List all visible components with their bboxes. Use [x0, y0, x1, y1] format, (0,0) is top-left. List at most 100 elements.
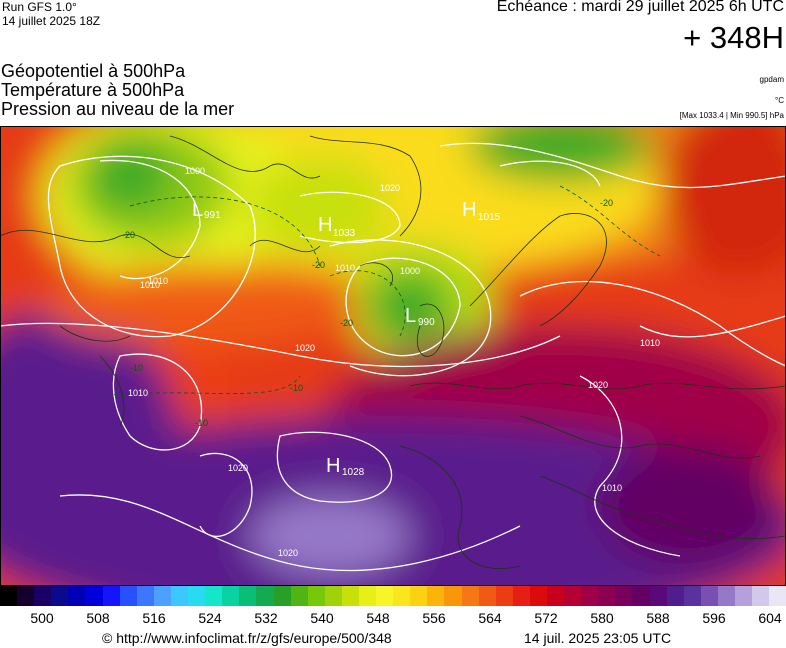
color-scale-tick-label: 556 — [422, 610, 445, 626]
color-swatch — [376, 586, 393, 606]
color-swatch — [34, 586, 51, 606]
color-swatch — [513, 586, 530, 606]
color-swatch — [120, 586, 137, 606]
color-scale-tick-label: 540 — [310, 610, 333, 626]
color-scale-tick-label: 564 — [478, 610, 501, 626]
unit-pressure: [Max 1033.4 | Min 990.5] hPa — [680, 111, 784, 120]
high-center-value: 1028 — [342, 467, 365, 478]
high-center-letter: H — [326, 455, 340, 477]
unit-geopotential: gpdam — [760, 75, 784, 84]
color-scale-tick-label: 532 — [254, 610, 277, 626]
color-swatch — [359, 586, 376, 606]
color-swatch — [598, 586, 615, 606]
source-link[interactable]: © http://www.infoclimat.fr/z/gfs/europe/… — [102, 630, 392, 646]
low-center-letter: L — [192, 199, 203, 221]
color-scale-tick-label: 508 — [86, 610, 109, 626]
title-pressure: Pression au niveau de la mer — [1, 100, 234, 119]
color-swatch — [325, 586, 342, 606]
color-swatch — [701, 586, 718, 606]
color-swatch — [444, 586, 461, 606]
color-swatch — [530, 586, 547, 606]
color-swatch — [239, 586, 256, 606]
color-scale-ticks: 500 508 516 524 532 540 548 556 564 572 580 588 596 6… — [0, 610, 786, 628]
color-swatch — [0, 586, 17, 606]
isobar-label: 1010 — [640, 338, 660, 348]
color-swatch — [615, 586, 632, 606]
high-center-value: 1033 — [333, 228, 356, 239]
temp-label: -20 — [312, 260, 325, 270]
color-swatch — [342, 586, 359, 606]
generated-time: 14 juil. 2025 23:05 UTC — [524, 630, 671, 646]
isobar-label: 1010 — [140, 280, 160, 290]
isobar-label: 1020 — [588, 380, 608, 390]
high-center-letter: H — [318, 214, 332, 236]
isobar-label: 1010 — [335, 263, 355, 273]
run-info: Run GFS 1.0° 14 juillet 2025 18Z — [2, 0, 100, 28]
color-swatch — [222, 586, 239, 606]
color-scale-tick-label: 604 — [758, 610, 781, 626]
color-scale-tick-label: 516 — [142, 610, 165, 626]
color-swatch — [752, 586, 769, 606]
color-swatch — [274, 586, 291, 606]
color-scale-tick-label: 580 — [590, 610, 613, 626]
color-swatch — [496, 586, 513, 606]
isobar-label: 1000 — [185, 166, 205, 176]
color-swatch — [85, 586, 102, 606]
color-swatch — [462, 586, 479, 606]
color-swatch — [667, 586, 684, 606]
low-center-letter: L — [405, 305, 416, 327]
color-scale-tick-label: 548 — [366, 610, 389, 626]
forecast-step: + 348H — [683, 20, 784, 56]
temp-label: -10 — [195, 418, 208, 428]
title-geopotential: Géopotentiel à 500hPa — [1, 62, 234, 81]
model-name: Run GFS 1.0° — [2, 0, 100, 14]
color-swatch — [479, 586, 496, 606]
run-date: 14 juillet 2025 18Z — [2, 14, 100, 28]
color-swatch — [51, 586, 68, 606]
color-swatch — [718, 586, 735, 606]
map-titles: Géopotentiel à 500hPa Température à 500h… — [1, 62, 234, 119]
isobar-label: 1020 — [278, 548, 298, 558]
color-swatch — [308, 586, 325, 606]
geopotential-field — [0, 126, 786, 586]
isobar-label: 1010 — [128, 388, 148, 398]
color-scale — [0, 586, 786, 606]
color-scale-tick-label: 524 — [198, 610, 221, 626]
weather-map: -20 -20 -20 -20 -10 -10 -10 1000 1010 10… — [0, 126, 786, 586]
color-swatch — [632, 586, 649, 606]
isobar-label: 1020 — [228, 463, 248, 473]
color-scale-tick-label: 596 — [702, 610, 725, 626]
color-swatch — [68, 586, 85, 606]
temp-label: -20 — [122, 230, 135, 240]
color-swatch — [171, 586, 188, 606]
temp-label: -20 — [600, 198, 613, 208]
unit-temperature: °C — [775, 96, 784, 105]
color-swatch — [650, 586, 667, 606]
color-swatch — [137, 586, 154, 606]
temp-label: -10 — [130, 363, 143, 373]
color-swatch — [17, 586, 34, 606]
color-swatch — [564, 586, 581, 606]
color-swatch — [427, 586, 444, 606]
map-canvas: -20 -20 -20 -20 -10 -10 -10 1000 1010 10… — [0, 126, 786, 586]
isobar-label: 1020 — [295, 343, 315, 353]
low-center-value: 990 — [418, 317, 435, 328]
color-swatch — [410, 586, 427, 606]
color-scale-tick-label: 572 — [534, 610, 557, 626]
color-swatch — [205, 586, 222, 606]
isobar-label: 1010 — [602, 483, 622, 493]
title-temperature: Température à 500hPa — [1, 81, 234, 100]
temp-label: -10 — [290, 383, 303, 393]
isobar-label: 1020 — [380, 183, 400, 193]
high-center-value: 1015 — [478, 212, 501, 223]
color-swatch — [188, 586, 205, 606]
color-swatch — [291, 586, 308, 606]
color-swatch — [581, 586, 598, 606]
valid-time: Echéance : mardi 29 juillet 2025 6h UTC — [497, 0, 784, 16]
color-swatch — [547, 586, 564, 606]
color-swatch — [103, 586, 120, 606]
low-center-value: 991 — [204, 210, 221, 221]
color-swatch — [684, 586, 701, 606]
color-swatch — [393, 586, 410, 606]
color-swatch — [256, 586, 273, 606]
